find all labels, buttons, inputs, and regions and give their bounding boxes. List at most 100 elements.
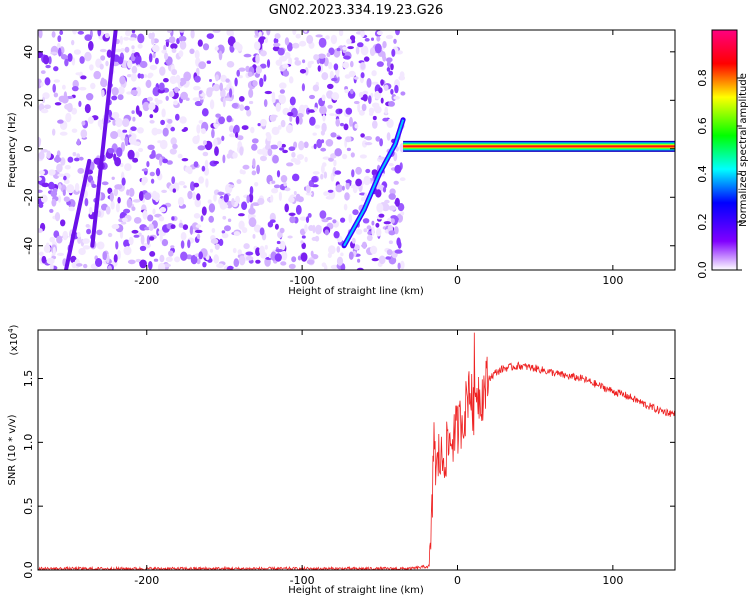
spectrogram-cell	[350, 152, 355, 158]
spectrogram-cell	[38, 30, 43, 39]
spectrogram-cell	[78, 247, 86, 256]
spectrogram-cell	[38, 228, 43, 233]
spectrogram-cell	[139, 259, 147, 269]
spectrogram-cell	[167, 30, 172, 33]
spectrogram-cell	[48, 181, 55, 190]
spectrogram-cell	[59, 30, 64, 35]
spectrogram-cell	[162, 127, 169, 137]
spectrogram-cell	[299, 69, 307, 74]
spectrogram-y-tick-label: 0	[22, 145, 35, 152]
spectrogram-x-label: Height of straight line (km)	[288, 286, 424, 297]
spectrogram-cell	[362, 94, 368, 102]
spectrogram-cell	[295, 33, 301, 39]
spectrogram-cell	[375, 189, 382, 198]
spectrogram-cell	[289, 115, 293, 122]
spectrogram-cell	[295, 115, 300, 125]
spectrogram-cell	[131, 65, 138, 74]
spectrogram-cell	[190, 30, 195, 39]
spectrogram-cell	[259, 118, 267, 127]
spectrogram-cell	[384, 106, 389, 114]
spectrogram-cell	[281, 143, 286, 148]
spectrogram-cell	[208, 203, 216, 213]
spectrogram-cell	[289, 96, 296, 106]
spectrogram-cell	[325, 35, 330, 40]
spectrogram-x-tick-label: 0	[454, 274, 461, 287]
spectrogram-cell	[206, 88, 213, 98]
spectrogram-cell	[52, 83, 56, 93]
spectrogram-cell	[342, 153, 348, 160]
spectrogram-cell	[221, 230, 226, 234]
spectrogram-cell	[374, 43, 382, 54]
spectrogram-cell	[88, 40, 94, 51]
spectrogram-cell	[395, 30, 400, 36]
spectrogram-cell	[216, 263, 224, 269]
spectrogram-cell	[263, 74, 267, 82]
spectrogram-cell	[128, 187, 135, 197]
spectrogram-cell	[110, 131, 119, 139]
spectrogram-cell	[213, 138, 218, 148]
spectrogram-cell	[53, 92, 59, 98]
spectrogram-cell	[53, 156, 62, 163]
spectrogram-cell	[86, 93, 94, 101]
spectrogram-cell	[90, 82, 96, 90]
spectrogram-cell	[271, 180, 276, 184]
spectrogram-cell	[370, 245, 378, 255]
spectrogram-cell	[393, 38, 397, 44]
spectrogram-cell	[382, 41, 387, 49]
spectrogram-cell	[366, 225, 372, 230]
spectrogram-cell	[93, 70, 101, 80]
spectrogram-cell	[127, 259, 136, 265]
spectrogram-cell	[203, 166, 210, 176]
spectrogram-cell	[385, 34, 394, 40]
spectrogram-cell	[41, 182, 50, 188]
spectrogram-cell	[64, 58, 69, 67]
spectrogram-cell	[202, 43, 210, 51]
spectrogram-cell	[100, 78, 108, 88]
spectrogram-cell	[111, 95, 118, 101]
spectrogram-cell	[149, 171, 155, 177]
spectrogram-cell	[218, 238, 224, 246]
spectrogram-cell	[332, 219, 337, 224]
spectrogram-cell	[100, 55, 106, 61]
spectrogram-cell	[352, 185, 358, 194]
spectrogram-cell	[84, 51, 92, 62]
spectrogram-cell	[360, 45, 369, 56]
spectrogram-cell	[289, 216, 296, 224]
spectrogram-cell	[135, 86, 142, 97]
spectrogram-cell	[132, 157, 139, 163]
spectrogram-cell	[60, 219, 66, 227]
spectrogram-cell	[56, 235, 63, 244]
spectrogram-cell	[76, 153, 81, 160]
spectrogram-cell	[386, 57, 393, 63]
spectrogram-cell	[126, 198, 133, 208]
spectrogram-cell	[328, 47, 335, 56]
spectrogram-cell	[327, 83, 334, 89]
spectrogram-cell	[200, 215, 204, 222]
spectrogram-cell	[232, 127, 237, 134]
spectrogram-cell	[280, 261, 287, 266]
spectrogram-cell	[315, 224, 322, 235]
spectrogram-cell	[388, 230, 396, 236]
spectrogram-cell	[68, 206, 75, 212]
spectrogram-cell	[226, 61, 235, 68]
spectrogram-cell	[138, 147, 144, 153]
spectrogram-cell	[113, 253, 118, 263]
spectrogram-cell	[371, 220, 375, 226]
spectrogram-cell	[155, 128, 163, 135]
spectrogram-cell	[255, 65, 262, 75]
spectrogram-cell	[224, 97, 233, 102]
spectrogram-cell	[390, 88, 394, 95]
spectrogram-cell	[216, 44, 225, 55]
spectrogram-cell	[202, 140, 207, 146]
spectrogram-cell	[312, 224, 316, 234]
spectrogram-cells	[38, 30, 406, 270]
spectrogram-cell	[238, 67, 246, 72]
spectrogram-cell	[253, 224, 262, 233]
spectrogram-cell	[354, 123, 359, 129]
spectrogram-cell	[38, 151, 45, 160]
spectrogram-cell	[279, 240, 286, 251]
spectrogram-cell	[351, 169, 355, 178]
spectrogram-cell	[175, 74, 181, 84]
spectrogram-cell	[123, 36, 130, 41]
spectrogram-cell	[131, 206, 136, 211]
